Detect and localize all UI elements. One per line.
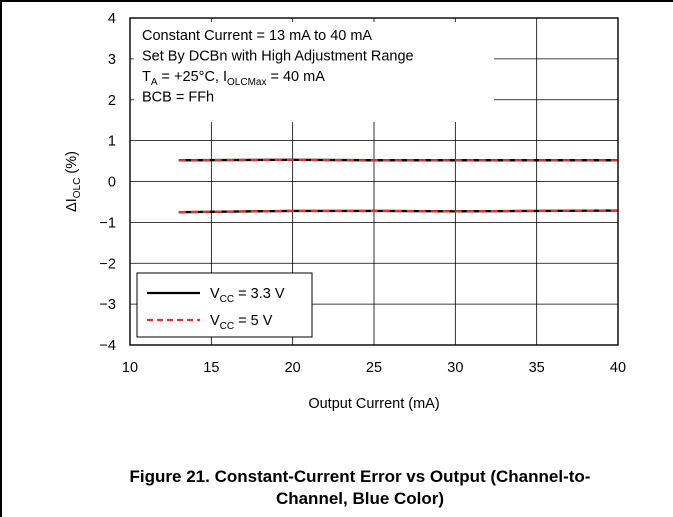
legend-label-vcc-3-3v: VCC = 3.3 V [210, 286, 285, 305]
y-tick-label-2: 2 [108, 93, 116, 109]
series-1-line-1 [178, 209, 619, 214]
page-frame-top [0, 0, 673, 2]
x-axis-label: Output Current (mA) [308, 396, 439, 412]
figure-caption-line-2: Channel, Blue Color) [275, 489, 445, 508]
annotation-constant-current: Constant Current = 13 mA to 40 mA [142, 28, 372, 44]
y-tick-label-neg3: −3 [99, 297, 116, 313]
x-tick-label-20: 20 [285, 360, 301, 376]
y-axis-label: ΔIOLC (%) [64, 151, 83, 212]
annotation-block: Constant Current = 13 mA to 40 mA Set By… [134, 22, 494, 122]
x-tick-label-15: 15 [203, 360, 219, 376]
y-tick-label-0: 0 [108, 175, 116, 191]
legend: VCC = 3.3 V VCC = 5 V [136, 272, 313, 338]
y-tick-label-neg1: −1 [99, 215, 116, 231]
y-tick-label-neg4: −4 [99, 338, 116, 354]
annotation-bcb: BCB = FFh [142, 90, 214, 106]
grid-lines [130, 18, 618, 345]
y-tick-label-1: 1 [108, 134, 116, 150]
annotation-set-by-dcbn: Set By DCBn with High Adjustment Range [142, 49, 414, 65]
series-0-line-1 [178, 209, 619, 214]
x-tick-label-35: 35 [529, 360, 545, 376]
y-tick-label-neg2: −2 [99, 256, 116, 272]
figure-caption-line-1: Figure 21. Constant-Current Error vs Out… [129, 467, 591, 486]
x-tick-label-30: 30 [447, 360, 463, 376]
x-tick-label-10: 10 [122, 360, 138, 376]
page-frame-left [0, 0, 2, 517]
legend-box [136, 272, 313, 338]
series-lines [178, 158, 619, 214]
annotation-background [134, 22, 494, 122]
x-tick-label-25: 25 [366, 360, 382, 376]
x-tick-label-40: 40 [610, 360, 626, 376]
annotation-ta-iolcmax: TA = +25°C, IOLCMax = 40 mA [142, 69, 325, 88]
y-tick-label-3: 3 [108, 52, 116, 68]
plot-area-border [129, 17, 619, 346]
y-tick-label-4: 4 [108, 11, 116, 27]
legend-label-vcc-5v: VCC = 5 V [210, 313, 273, 332]
